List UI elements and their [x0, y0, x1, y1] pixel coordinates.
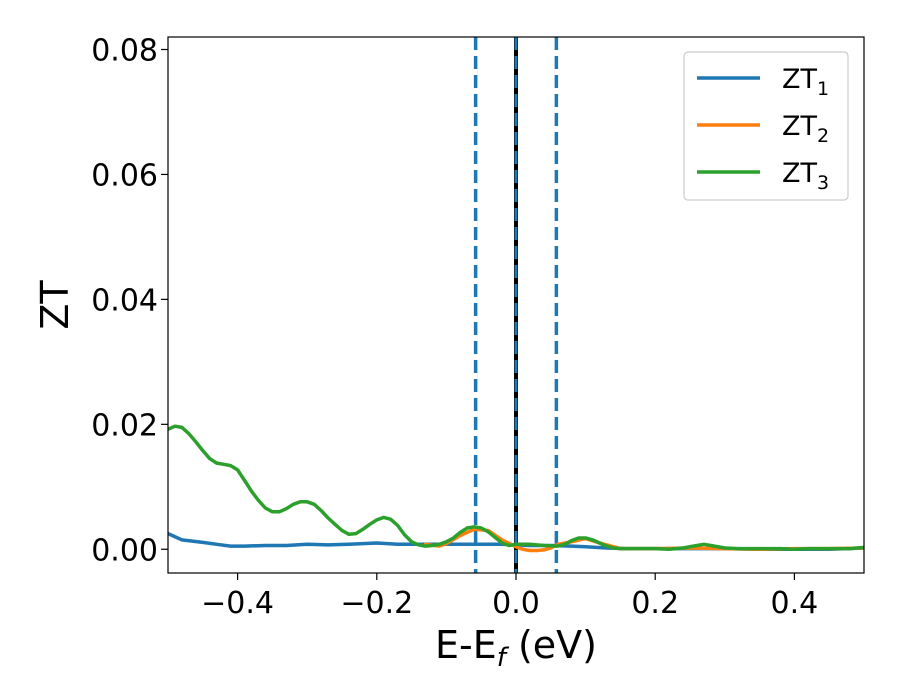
legend-frame	[683, 51, 849, 201]
series-line-zt3	[168, 424, 864, 552]
y-axis-title: ZT	[33, 280, 77, 330]
x-axis-title-main: E-E	[435, 623, 497, 667]
legend: ZT1 ZT2 ZT3	[683, 51, 849, 201]
y-tick-label: 0.08	[91, 33, 158, 68]
x-tick-label: 0.0	[492, 586, 540, 621]
y-tick-label: 0.02	[91, 408, 158, 443]
x-axis-ticks: −0.4 −0.2 0.0 0.2 0.4	[201, 573, 818, 621]
series-lines	[168, 424, 864, 553]
legend-label-zt2: ZT2	[782, 111, 829, 147]
x-tick-label: 0.2	[631, 586, 679, 621]
y-axis-ticks: 0.00 0.02 0.04 0.06 0.08	[91, 33, 168, 568]
y-tick-label: 0.04	[91, 283, 158, 318]
legend-label-zt3: ZT3	[782, 158, 829, 194]
legend-label-zt1: ZT1	[782, 64, 829, 100]
x-tick-label: −0.4	[201, 586, 274, 621]
x-axis-title: E-Ef (eV)	[435, 623, 597, 673]
x-tick-label: 0.4	[771, 586, 819, 621]
x-tick-label: −0.2	[340, 586, 413, 621]
y-tick-label: 0.00	[91, 533, 158, 568]
reference-lines	[473, 37, 559, 573]
x-axis-title-suffix: (eV)	[506, 623, 597, 667]
y-tick-label: 0.06	[91, 158, 158, 193]
